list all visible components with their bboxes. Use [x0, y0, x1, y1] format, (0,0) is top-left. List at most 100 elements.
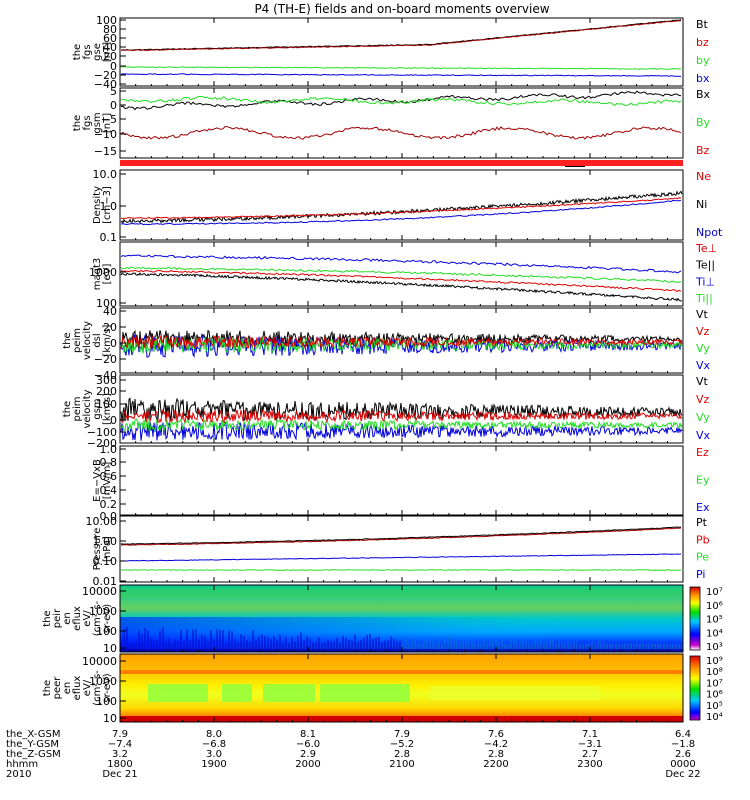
- series-Vz-gsm: [120, 408, 683, 424]
- y-axis-label-fgs_gsm: the: [72, 115, 83, 131]
- colorbar-label-peir_spec: 10⁵: [706, 615, 723, 626]
- ephemeris-value: 7.6: [488, 729, 504, 740]
- ephemeris-value: 2300: [577, 759, 602, 770]
- y-tick-label-peim_velocity_gsm: 300: [96, 374, 117, 387]
- series-Vy: [120, 336, 683, 354]
- y-axis-label-pressure: [nPa]: [102, 536, 113, 562]
- ion-spectrogram-streak: [255, 639, 257, 652]
- legend-fgs_gse-bx: bx: [696, 72, 710, 85]
- y-axis-label-peir_spec: sr-eV): [102, 604, 113, 633]
- ephemeris-value: −1.8: [671, 739, 695, 750]
- ion-spectrogram-streak: [234, 638, 236, 652]
- ion-spectrogram-streak: [129, 643, 131, 652]
- ion-spectrogram-streak: [126, 627, 128, 652]
- ion-spectrogram-band: [120, 587, 683, 597]
- ion-spectrogram-streak: [258, 636, 260, 652]
- y-tick-label-density: 0.1: [100, 231, 118, 244]
- y-tick-label-peim_velocity_gsm: 100: [96, 398, 117, 411]
- ion-spectrogram-streak: [612, 643, 614, 652]
- ion-spectrogram-streak: [594, 643, 596, 652]
- ephemeris-value: 1900: [201, 759, 226, 770]
- ion-spectrogram-streak: [288, 643, 290, 652]
- y-tick-label-peir_spec: 10000: [82, 585, 117, 598]
- ephemeris-label: the_Y-GSM: [6, 739, 59, 750]
- ion-spectrogram-streak: [642, 643, 644, 652]
- legend-fgs_gsm-Bz: Bz: [696, 144, 710, 157]
- legend-peim_velocity_dsl-Vx: Vx: [696, 359, 711, 372]
- y-axis-label-peer_spec: eV/: [82, 679, 93, 696]
- y-axis-label-temperature: magt3: [92, 258, 103, 291]
- ephemeris-value: 2.9: [300, 749, 316, 760]
- legend-fgs_gsm-By: By: [696, 116, 711, 129]
- ion-spectrogram-streak: [174, 639, 176, 652]
- ephemeris-value: −3.1: [578, 739, 602, 750]
- ion-spectrogram-streak: [204, 636, 206, 652]
- ion-spectrogram-streak: [498, 641, 500, 652]
- ion-spectrogram-streak: [666, 643, 668, 652]
- legend-efield-Ex: Ex: [696, 501, 710, 514]
- series-Vy-gsm: [120, 418, 683, 433]
- colorbar-label-peer_spec: 10⁹: [706, 656, 723, 667]
- ion-spectrogram-streak: [375, 636, 377, 652]
- y-axis-label-density: [cm−3]: [102, 186, 113, 224]
- ion-spectrogram-streak: [492, 639, 494, 652]
- series-Vx-gsm: [120, 420, 683, 441]
- ion-spectrogram-streak: [207, 640, 209, 652]
- y-axis-label-efield: E=−VxB: [92, 459, 103, 502]
- y-tick-label-fgs_gse: 0: [110, 60, 117, 73]
- ion-spectrogram-streak: [219, 629, 221, 652]
- ephemeris-value: 2.6: [675, 749, 691, 760]
- ion-spectrogram-streak: [324, 642, 326, 652]
- ephemeris-label: 2010: [6, 769, 31, 780]
- ion-spectrogram-streak: [264, 635, 266, 652]
- ion-spectrogram-streak: [606, 643, 608, 652]
- y-axis-label-fgs_gse: gse: [92, 43, 103, 61]
- y-axis-label-peim_velocity_dsl: velocity: [82, 321, 93, 360]
- series-Te-par: [120, 272, 683, 302]
- ephemeris-label: the_X-GSM: [6, 729, 60, 740]
- ion-spectrogram-streak: [396, 641, 398, 652]
- ephemeris-value: −7.4: [108, 739, 132, 750]
- ephemeris-value: 2100: [389, 759, 414, 770]
- ion-spectrogram-streak: [444, 638, 446, 652]
- series-Ti-perp: [120, 254, 682, 274]
- y-tick-label-fgs_gse: 20: [103, 50, 117, 63]
- y-tick-label-fgs_gse: 40: [103, 41, 117, 54]
- y-axis-label-peer_spec: eflux: [72, 676, 83, 701]
- electron-spectrogram-patch: [222, 684, 252, 702]
- ion-spectrogram-streak: [480, 642, 482, 652]
- ion-spectrogram-streak: [123, 629, 125, 652]
- ion-spectrogram-streak: [681, 643, 683, 652]
- ion-spectrogram-streak: [519, 642, 521, 652]
- ephemeris-value: 7.9: [112, 729, 128, 740]
- ion-spectrogram-streak: [423, 640, 425, 652]
- ion-spectrogram-streak: [240, 634, 242, 652]
- y-axis-label-fgs_gsm: fgs: [82, 115, 93, 130]
- y-tick-label-density: 1.0: [100, 200, 118, 213]
- series-Ne: [120, 197, 682, 220]
- ion-spectrogram-streak: [387, 639, 389, 652]
- y-axis-label-density: Density: [92, 186, 103, 224]
- legend-peim_velocity_dsl-Vz: Vz: [696, 325, 710, 338]
- ephemeris-label: hhmm: [6, 759, 38, 770]
- ion-spectrogram-streak: [600, 642, 602, 652]
- y-axis-label-peer_spec: en: [62, 682, 73, 695]
- ion-spectrogram-streak: [297, 635, 299, 652]
- y-tick-label-fgs_gse: 100: [96, 14, 117, 27]
- spectrogram-layer: [120, 160, 683, 722]
- y-tick-label-fgs_gse: −40: [94, 78, 117, 91]
- ion-spectrogram-streak: [318, 637, 320, 652]
- ion-spectrogram-streak: [468, 641, 470, 652]
- legend-pressure-Pb: Pb: [696, 533, 710, 546]
- series-By: [120, 95, 682, 107]
- ion-spectrogram-streak: [156, 639, 158, 652]
- ion-spectrogram-streak: [303, 639, 305, 652]
- series-bz: [120, 20, 682, 52]
- ion-spectrogram-streak: [579, 643, 581, 652]
- ion-spectrogram-streak: [462, 638, 464, 652]
- ion-spectrogram-streak: [429, 640, 431, 652]
- ephemeris-value: 2.8: [488, 749, 504, 760]
- ion-spectrogram-streak: [546, 641, 548, 652]
- ion-spectrogram-streak: [351, 640, 353, 652]
- panel-frame-temperature: [119, 241, 684, 307]
